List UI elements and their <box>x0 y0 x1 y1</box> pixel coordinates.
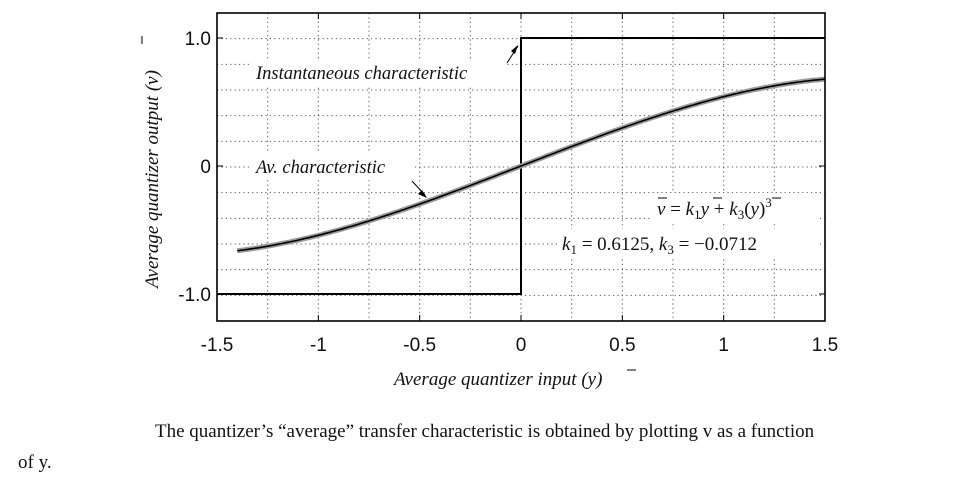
figure-caption-line2: of y. <box>18 452 52 473</box>
x-tick-label: -0.5 <box>403 335 436 356</box>
x-tick-labels: -1.5 -1 -0.5 0 0.5 1 1.5 <box>201 335 839 356</box>
coefficients-text: k1 = 0.6125, k3 = −0.0712 <box>562 234 757 257</box>
average-label: Av. characteristic <box>254 158 386 178</box>
equation-bg <box>652 193 820 223</box>
svg-text:Average quantizer output (v): Average quantizer output (v) <box>142 70 163 290</box>
y-tick-label: -1.0 <box>178 285 211 306</box>
x-tick-label: 0.5 <box>609 335 635 356</box>
instantaneous-label: Instantaneous characteristic <box>255 64 468 84</box>
average-arrowhead <box>418 190 427 198</box>
average-label-bg <box>252 153 414 179</box>
equation-text: v = k1y + k3(y)3 <box>657 195 781 222</box>
x-tick-label: 1 <box>718 335 729 356</box>
y-tick-label: 1.0 <box>185 29 211 50</box>
coefficients-bg <box>558 229 820 257</box>
series-layer <box>217 37 826 295</box>
y-tick-labels: 1.0 0 -1.0 <box>178 29 211 306</box>
svg-text:Average quantizer input (y): Average quantizer input (y) <box>392 369 602 390</box>
average-characteristic-line <box>237 78 826 252</box>
svg-text:v = k1y + k3(y)3: v = k1y + k3(y)3 <box>657 195 772 222</box>
x-tick-label: 0 <box>516 335 527 356</box>
y-axis-title: Average quantizer output (v) <box>141 36 163 290</box>
plot-frame <box>216 12 826 322</box>
x-axis-title: Average quantizer input (y) <box>392 369 636 390</box>
instantaneous-arrowhead <box>511 45 518 54</box>
x-tick-label: 1.5 <box>812 335 838 356</box>
svg-text:k1 = 0.6125, k3 = −0.0712: k1 = 0.6125, k3 = −0.0712 <box>562 234 757 257</box>
x-tick-label: -1.5 <box>201 335 234 356</box>
instantaneous-label-bg <box>252 59 506 85</box>
figure-caption-line1: The quantizer’s “average” transfer chara… <box>155 421 815 442</box>
y-tick-label: 0 <box>200 157 211 178</box>
x-tick-label: -1 <box>310 335 327 356</box>
